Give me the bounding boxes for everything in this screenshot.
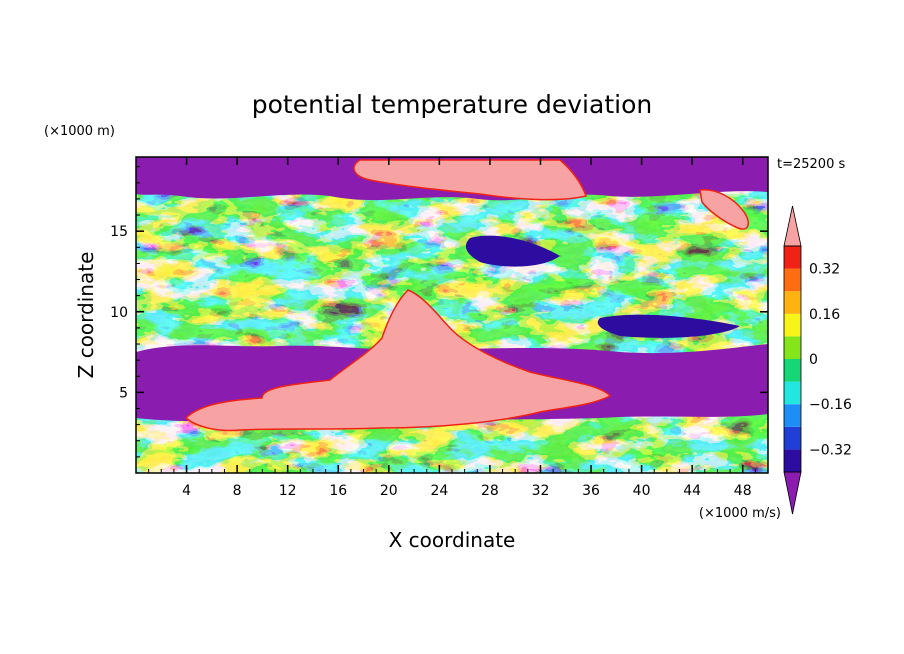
x-tick-label: 4 [182,483,191,499]
x-tick-label: 8 [233,483,242,499]
colorbar-label: 0.32 [809,262,840,278]
colorbar-band [784,404,801,427]
colorbar-band [784,359,801,382]
x-tick-label: 32 [532,483,550,499]
x-tick-label: 48 [734,483,752,499]
time-label: t=25200 s [777,157,845,172]
y-tick-label: 5 [119,385,128,401]
colorbar-band [784,313,801,337]
x-tick-label: 36 [582,483,600,499]
y-unit-label: (×1000 m) [44,124,115,139]
y-tick-label: 10 [110,305,128,321]
colorbar-band [784,268,801,292]
x-unit-label: (×1000 m/s) [699,506,781,521]
x-tick-label: 12 [279,483,297,499]
colorbar-label: 0 [809,352,818,368]
colorbar-band [784,449,801,472]
colorbar-label: −0.32 [809,442,852,458]
colorbar-band [784,336,801,359]
x-tick-label: 40 [633,483,651,499]
colorbar-band [784,246,801,269]
colorbar-frame [783,245,802,473]
colorbar-band [784,381,801,405]
y-tick-label: 15 [110,224,128,240]
x-tick-label: 20 [380,483,398,499]
x-tick-label: 16 [329,483,347,499]
x-tick-label: 28 [481,483,499,499]
colorbar: 0.32 0.16 0 −0.16 −0.32 [783,205,852,515]
y-axis-label: Z coordinate [74,252,98,379]
x-tick-label: 44 [683,483,701,499]
colorbar-label: −0.16 [809,397,852,413]
y-axis: 5 10 15 [110,166,768,458]
colorbar-label: 0.16 [809,307,840,323]
x-axis-label: X coordinate [389,528,516,552]
contour-field [136,157,768,473]
mid-cold-patch-2 [597,314,740,338]
chart-title: potential temperature deviation [252,90,652,119]
right-warm-patch [699,189,749,230]
colorbar-band [784,291,801,314]
mid-cold-patch [465,235,560,267]
colorbar-min-extend [783,471,802,515]
colorbar-max-extend [783,205,802,247]
upper-warm-patch [353,159,587,201]
colorbar-band [784,426,801,450]
warm-plume [184,289,612,432]
x-tick-label: 24 [430,483,448,499]
x-axis: 4 8 12 16 20 24 28 32 36 40 44 48 [148,157,756,499]
